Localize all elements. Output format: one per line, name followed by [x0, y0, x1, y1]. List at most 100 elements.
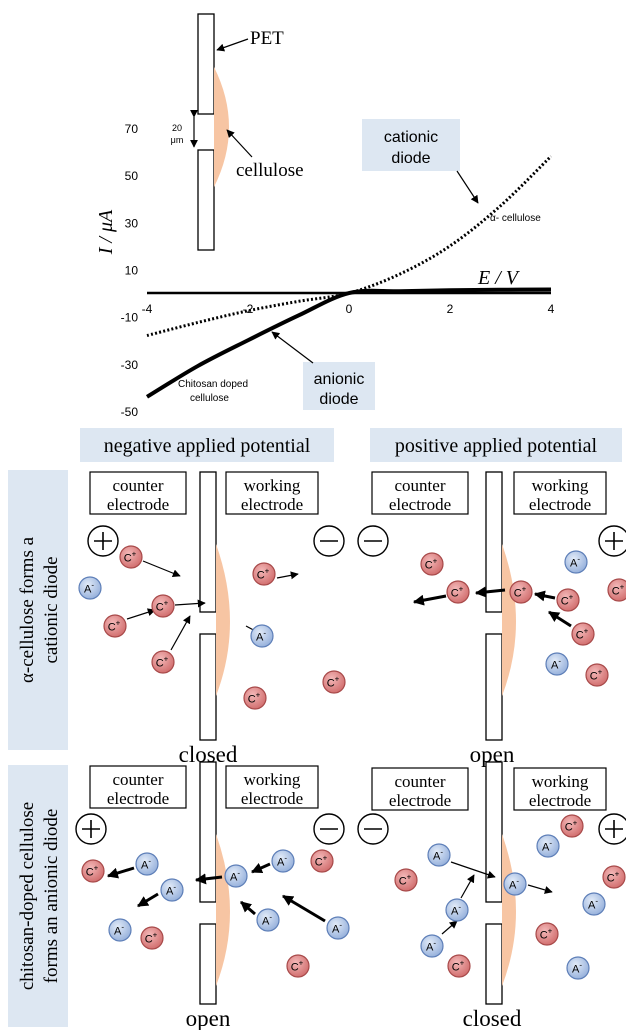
anion-label: A- [141, 857, 151, 872]
panel-row2-positive: counterelectrodeworkingelectrodeC+A-A-C+… [357, 761, 626, 1030]
row1-label-bg [8, 470, 68, 750]
pet-upper [485, 471, 503, 613]
cationic-diode-label-2: diode [391, 150, 430, 167]
ion-flux-arrow [194, 873, 223, 885]
counter-electrode-label-line2: electrode [389, 791, 451, 810]
anion-label: A- [332, 921, 342, 936]
counter-electrode-label-line1: counter [113, 476, 164, 495]
cellulose-arrow [226, 129, 253, 158]
panels-layer: counterelectrodeworkingelectrodeC+A-C+C+… [75, 471, 626, 1030]
diode-state-label: closed [463, 1006, 522, 1030]
membrane [485, 471, 516, 741]
anion-label: A- [433, 848, 443, 863]
pet-lower [197, 149, 215, 251]
pet-upper [485, 761, 503, 903]
ion-flux-arrow [250, 862, 271, 874]
cationic-diode-label-1: cationic [384, 129, 438, 146]
ion-flux-arrow [533, 590, 556, 602]
cellulose-layer [502, 834, 516, 986]
cation: C+ [81, 859, 105, 883]
positive-terminal-icon [598, 813, 626, 845]
gap-label-1: 20 [172, 123, 182, 133]
anion-label: A- [551, 657, 561, 672]
negative-terminal-icon [313, 525, 345, 557]
anion-label: A- [451, 903, 461, 918]
anion: A- [326, 916, 350, 940]
membrane [485, 761, 516, 1005]
ion-flux-arrow [106, 866, 135, 879]
anion-label: A- [426, 939, 436, 954]
cation: C+ [535, 922, 559, 946]
cation: C+ [310, 849, 334, 873]
row2-label-2: forms an anionic diode [41, 809, 62, 984]
anion: A- [78, 576, 102, 600]
counter-electrode-label-line2: electrode [107, 495, 169, 514]
cation: C+ [585, 663, 609, 687]
negative-terminal-icon [357, 813, 389, 845]
cation: C+ [322, 670, 346, 694]
y-tick-label: 10 [125, 264, 139, 278]
pet-lower [485, 923, 503, 1005]
anion: A- [250, 624, 274, 648]
anion: A- [108, 918, 132, 942]
ion-flux-arrow [170, 615, 191, 651]
anionic-diode-arrow [271, 331, 314, 364]
positive-terminal-icon [75, 813, 107, 845]
anion: A- [135, 852, 159, 876]
anion-label: A- [114, 923, 124, 938]
iv-chart: 70 50 30 10 -10 -30 -50 -4 -2 0 2 4 E / V I / μA α… [95, 119, 555, 419]
y-tick-labels: 70 50 30 10 -10 -30 -50 [121, 122, 139, 419]
anion: A- [536, 834, 560, 858]
cation: C+ [243, 686, 267, 710]
anion: A- [427, 843, 451, 867]
pet-upper [199, 761, 217, 903]
working-electrode-label-line2: electrode [529, 495, 591, 514]
anion: A- [445, 898, 469, 922]
panel-row1-negative: counterelectrodeworkingelectrodeC+A-C+C+… [78, 471, 346, 767]
anion-label: A- [256, 629, 266, 644]
cation: C+ [556, 588, 580, 612]
working-electrode-label-line2: electrode [529, 791, 591, 810]
cation: C+ [607, 578, 626, 602]
membrane [199, 761, 230, 1005]
cation: C+ [140, 926, 164, 950]
cellulose-label: cellulose [236, 160, 304, 181]
pet-lower [199, 633, 217, 741]
y-tick-label: -30 [121, 358, 139, 372]
ion-flux-arrow [412, 594, 447, 606]
y-tick-label: 50 [125, 169, 139, 183]
y-tick-label: 30 [125, 216, 139, 230]
ion-flux-arrow [474, 586, 506, 598]
anion: A- [224, 864, 248, 888]
membrane [199, 471, 230, 741]
negative-terminal-icon [313, 813, 345, 845]
row1-label-2: cationic diode [41, 556, 62, 663]
working-electrode-label-line1: working [244, 476, 301, 495]
cationic-diode-label-bg [362, 119, 460, 171]
ion-flux-arrow [142, 560, 181, 578]
row1-label-1: α-cellulose forms a [17, 536, 38, 683]
ion-flux-arrow [137, 892, 159, 908]
anionic-diode-label-2: diode [319, 391, 358, 408]
cation: C+ [602, 865, 626, 889]
x-tick-label: -4 [142, 302, 153, 316]
anion-label: A- [570, 555, 580, 570]
x-tick-label: 0 [346, 302, 353, 316]
anionic-diode-label-bg [303, 362, 375, 410]
pet-lower [485, 633, 503, 741]
x-axis-label: E / V [477, 267, 521, 289]
anion: A- [420, 934, 444, 958]
working-electrode-label-line1: working [532, 476, 589, 495]
positive-terminal-icon [87, 525, 119, 557]
cation: C+ [420, 552, 444, 576]
ion-flux-arrow [450, 861, 496, 879]
cation: C+ [560, 814, 584, 838]
row2-label-1: chitosan-doped cellulose [17, 802, 38, 990]
working-electrode-label-line2: electrode [241, 789, 303, 808]
membrane-inset: PET cellulose 20 μm [171, 13, 304, 251]
